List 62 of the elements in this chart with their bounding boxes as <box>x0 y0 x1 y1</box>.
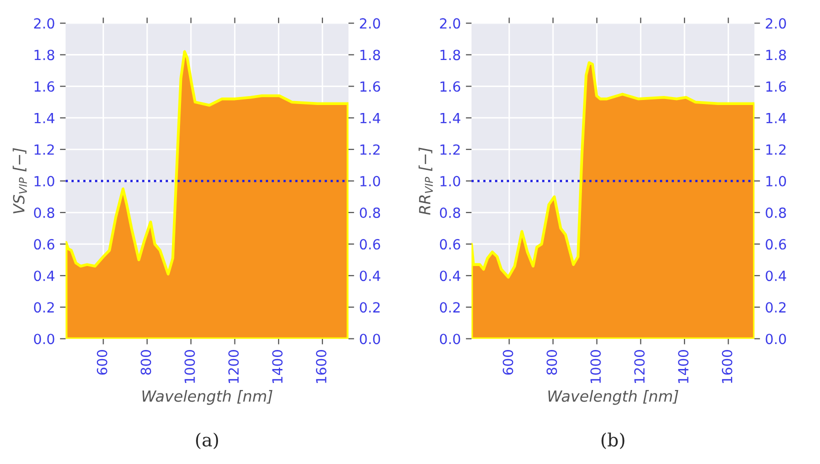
y2-tick-label: 1.4 <box>766 113 786 124</box>
y2-tick-label: 1.4 <box>360 113 380 124</box>
y2-tick-label: 1.0 <box>766 176 786 186</box>
y-tick-label: 0.0 <box>440 334 460 344</box>
y-tick-label: 0.6 <box>34 239 54 250</box>
y2-tick-label: 0.8 <box>360 207 380 218</box>
y-tick-label: 1.0 <box>440 176 460 186</box>
text: (a) <box>196 432 218 450</box>
y2-tick-label: 0.0 <box>766 334 786 344</box>
y-tick-label: 0.2 <box>440 302 460 313</box>
y-tick-label: 1.8 <box>440 50 460 60</box>
y-tick-label: 0.4 <box>34 270 54 282</box>
y2-tick-label: 1.2 <box>766 144 786 155</box>
x-tick-label: 1200 <box>634 350 645 383</box>
y-tick-label: 1.2 <box>34 144 54 155</box>
x-tick-label: 600 <box>96 350 108 375</box>
x-tick-label: 1600 <box>316 350 326 383</box>
y2-tick-label: 1.8 <box>360 50 380 60</box>
x-tick-label: 600 <box>502 350 514 375</box>
y-tick-label: 0.8 <box>34 207 54 218</box>
y-axis-title: VS$_{VIP}$ [−] <box>12 148 27 214</box>
y2-tick-label: 0.0 <box>360 334 380 344</box>
y-tick-label: 1.4 <box>440 113 460 124</box>
y2-tick-label: 0.4 <box>766 270 786 282</box>
text: (b) <box>602 432 624 450</box>
x-axis-title: Wavelength [nm] <box>548 390 678 405</box>
y-tick-label: 2.0 <box>34 18 54 29</box>
x-tick-label: 1400 <box>272 350 283 383</box>
y2-tick-label: 0.8 <box>766 207 786 218</box>
y-tick-label: 1.8 <box>34 50 54 60</box>
y-tick-label: 1.2 <box>440 144 460 155</box>
y-tick-label: 0.4 <box>440 270 460 282</box>
x-tick-label: 1000 <box>590 350 601 383</box>
y2-tick-label: 0.2 <box>766 302 786 313</box>
y-tick-label: 0.2 <box>34 302 54 313</box>
x-tick-label: 800 <box>546 350 558 375</box>
y2-tick-label: 2.0 <box>360 18 380 29</box>
y2-tick-label: 0.2 <box>360 302 380 313</box>
x-tick-label: 800 <box>140 350 152 375</box>
y-tick-label: 0.0 <box>34 334 54 344</box>
x-axis-title: Wavelength [nm] <box>142 390 272 405</box>
y2-tick-label: 1.8 <box>766 50 786 60</box>
y-tick-label: 1.6 <box>440 81 460 92</box>
y2-tick-label: 0.6 <box>360 239 380 250</box>
y2-tick-label: 2.0 <box>766 18 786 29</box>
y2-tick-label: 0.6 <box>766 239 786 250</box>
x-tick-label: 1000 <box>184 350 195 383</box>
y-axis-title: RR$_{VIP}$ [−] <box>418 148 433 215</box>
x-tick-label: 1200 <box>228 350 239 383</box>
y2-tick-label: 1.6 <box>360 81 380 92</box>
y-tick-label: 1.0 <box>34 176 54 186</box>
y2-tick-label: 1.2 <box>360 144 380 155</box>
y2-tick-label: 1.6 <box>766 81 786 92</box>
y2-tick-label: 1.0 <box>360 176 380 186</box>
y-tick-label: 1.4 <box>34 113 54 124</box>
y2-tick-label: 0.4 <box>360 270 380 282</box>
y-tick-label: 1.6 <box>34 81 54 92</box>
x-tick-label: 1400 <box>678 350 689 383</box>
y-tick-label: 2.0 <box>440 18 460 29</box>
x-tick-label: 1600 <box>722 350 732 383</box>
y-tick-label: 0.6 <box>440 239 460 250</box>
y-tick-label: 0.8 <box>440 207 460 218</box>
